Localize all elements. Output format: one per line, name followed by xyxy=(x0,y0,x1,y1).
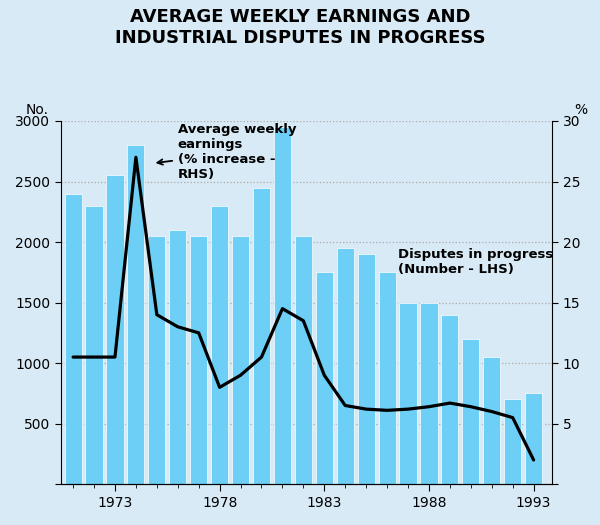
Bar xyxy=(295,236,312,484)
Bar xyxy=(190,236,207,484)
Text: %: % xyxy=(574,103,587,117)
Bar xyxy=(85,206,103,484)
Bar xyxy=(441,314,458,484)
Bar xyxy=(253,187,270,484)
Bar xyxy=(462,339,479,484)
Bar xyxy=(169,230,187,484)
Bar xyxy=(504,400,521,484)
Bar xyxy=(337,248,354,484)
Bar xyxy=(148,236,166,484)
Bar xyxy=(525,393,542,484)
Text: AVERAGE WEEKLY EARNINGS AND
INDUSTRIAL DISPUTES IN PROGRESS: AVERAGE WEEKLY EARNINGS AND INDUSTRIAL D… xyxy=(115,8,485,47)
Bar xyxy=(106,175,124,484)
Bar xyxy=(421,302,437,484)
Bar xyxy=(232,236,249,484)
Bar xyxy=(379,272,395,484)
Bar xyxy=(65,194,82,484)
Bar xyxy=(316,272,333,484)
Text: Average weekly
earnings
(% increase -
RHS): Average weekly earnings (% increase - RH… xyxy=(157,123,296,182)
Bar xyxy=(483,357,500,484)
Bar xyxy=(400,302,416,484)
Text: No.: No. xyxy=(26,103,49,117)
Bar xyxy=(274,127,291,484)
Bar xyxy=(127,145,145,484)
Bar xyxy=(211,206,228,484)
Bar xyxy=(358,254,375,484)
Text: Disputes in progress
(Number - LHS): Disputes in progress (Number - LHS) xyxy=(398,248,553,276)
